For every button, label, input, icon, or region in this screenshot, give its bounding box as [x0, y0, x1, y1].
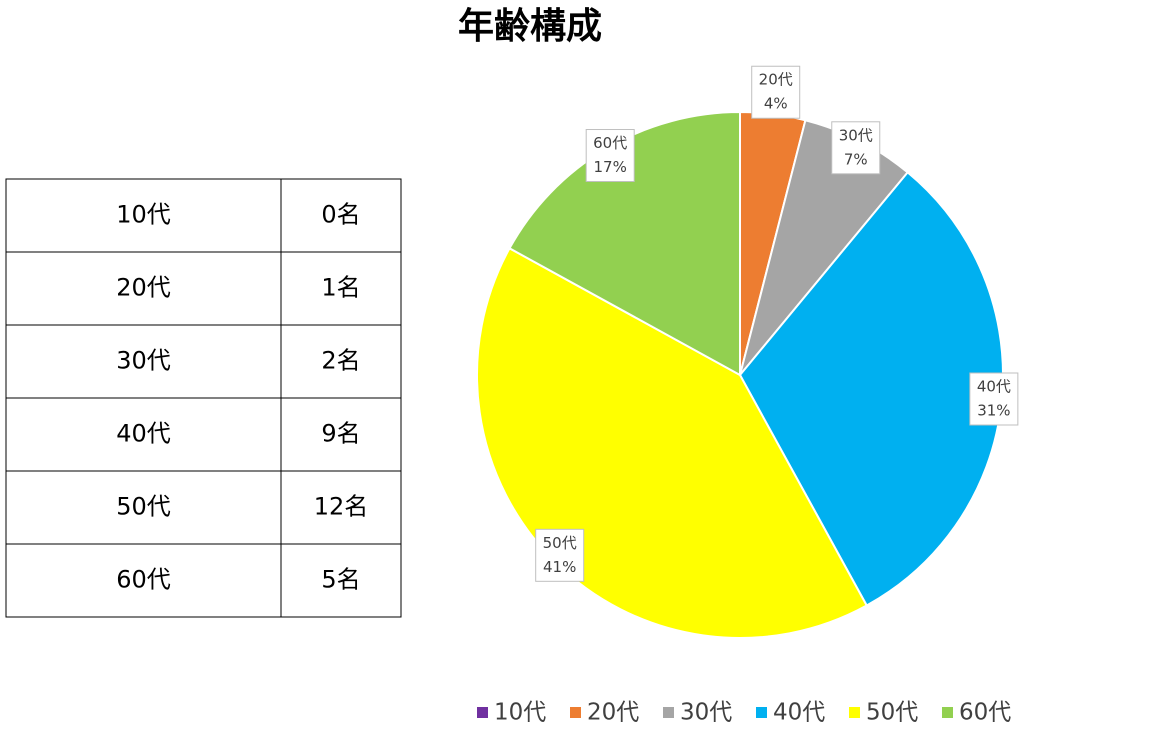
- table-text: 10代: [116, 201, 171, 229]
- chart-title: 年齢構成: [458, 6, 602, 47]
- data-label-value: 7%: [844, 150, 868, 168]
- table-text: 9名: [321, 420, 360, 448]
- legend-swatch: [756, 707, 767, 718]
- data-label-box: [535, 528, 585, 582]
- table-text: 40代: [116, 420, 171, 448]
- data-label-box: [831, 121, 881, 175]
- legend-swatch: [570, 707, 581, 718]
- table-text: 30代: [116, 347, 171, 375]
- legend-swatch: [477, 707, 488, 718]
- legend-swatch: [663, 707, 674, 718]
- data-label-value: 4%: [764, 95, 788, 113]
- legend-label: 30代: [680, 700, 732, 726]
- legend-label: 50代: [866, 700, 918, 726]
- data-label-category: 40代: [977, 377, 1011, 395]
- legend-label: 10代: [494, 700, 546, 726]
- data-label-category: 50代: [543, 534, 577, 552]
- data-label-box: [751, 65, 801, 119]
- data-label-category: 60代: [593, 134, 627, 152]
- table-text: 5名: [321, 566, 360, 594]
- table-text: 2名: [321, 347, 360, 375]
- legend-label: 20代: [587, 700, 639, 726]
- legend-swatch: [849, 707, 860, 718]
- table-text: 12名: [314, 493, 369, 521]
- data-label-category: 30代: [839, 126, 873, 144]
- legend-label: 40代: [773, 700, 825, 726]
- data-label-box: [585, 129, 635, 183]
- data-label-value: 41%: [543, 558, 576, 576]
- table: 10代 0名 20代 1名 30代 2名 40代 9名 50代 12名 60代 5名: [5, 178, 402, 618]
- table-text: 50代: [116, 493, 171, 521]
- table-text: 0名: [321, 201, 360, 229]
- table-cell: [280, 543, 402, 618]
- table-text: 60代: [116, 566, 171, 594]
- data-label-value: 31%: [977, 401, 1010, 419]
- legend-label: 60代: [959, 700, 1011, 726]
- data-label-box: [969, 372, 1019, 426]
- data-label-value: 17%: [594, 158, 627, 176]
- table-text: 20代: [116, 274, 171, 302]
- legend-swatch: [942, 707, 953, 718]
- table-text: 1名: [321, 274, 360, 302]
- legend: 10代 20代 30代 40代 50代 60代: [477, 700, 1011, 726]
- data-label-category: 20代: [759, 71, 793, 89]
